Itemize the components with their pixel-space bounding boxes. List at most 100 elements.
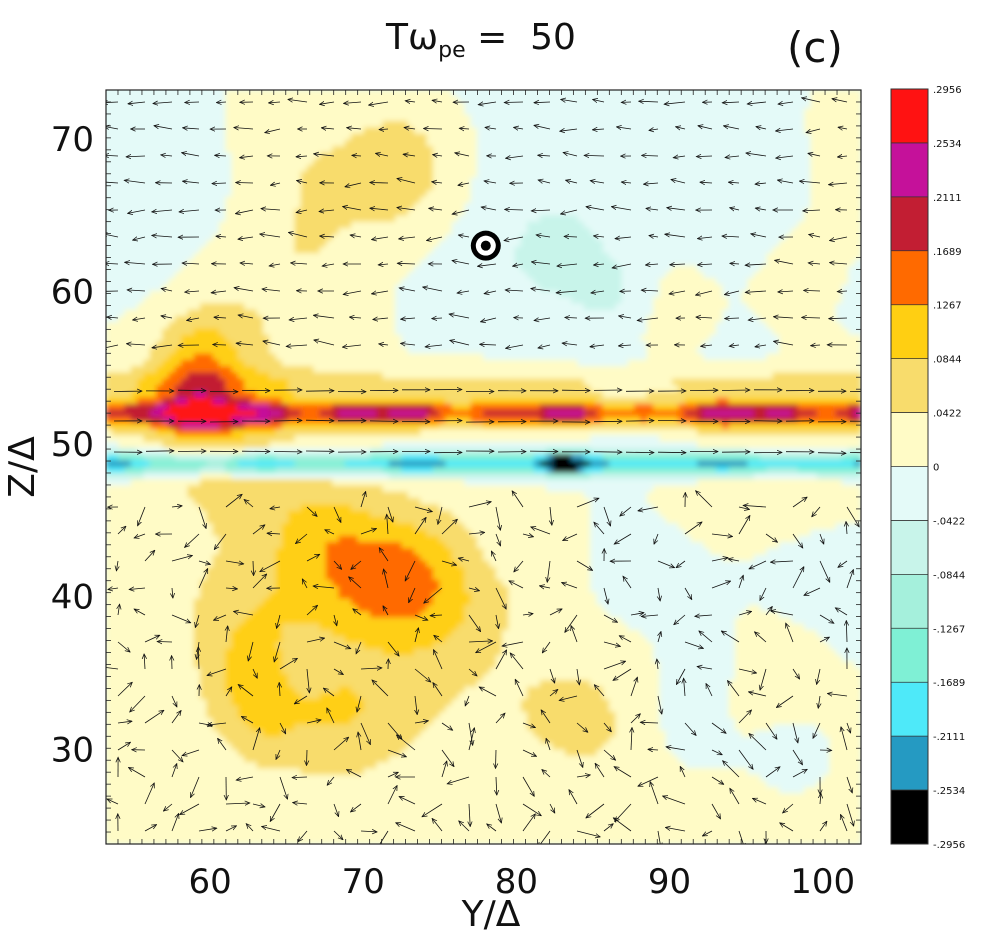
- heatmap-cell: [841, 90, 849, 97]
- heatmap-cell: [382, 328, 390, 336]
- heatmap-cell: [118, 127, 126, 135]
- heatmap-cell: [709, 102, 717, 110]
- heatmap-cell: [256, 90, 264, 97]
- heatmap-cell: [351, 209, 358, 216]
- heatmap-cell: [747, 303, 755, 311]
- heatmap-cell: [552, 278, 560, 286]
- heatmap-cell: [539, 290, 547, 298]
- heatmap-cell: [495, 177, 503, 185]
- heatmap-cell: [212, 271, 220, 279]
- heatmap-cell: [432, 177, 440, 185]
- heatmap-cell: [426, 202, 434, 210]
- heatmap-cell: [244, 190, 252, 198]
- heatmap-cell: [854, 284, 861, 292]
- heatmap-cell: [640, 108, 648, 116]
- heatmap-cell: [734, 303, 742, 311]
- heatmap-cell: [489, 139, 497, 147]
- heatmap-cell: [250, 284, 258, 292]
- heatmap-cell: [137, 90, 145, 97]
- heatmap-cell: [143, 240, 151, 248]
- heatmap-cell: [401, 271, 409, 279]
- heatmap-cell: [502, 290, 509, 298]
- heatmap-cell: [609, 102, 616, 110]
- heatmap-cell: [445, 341, 453, 348]
- heatmap-cell: [646, 315, 654, 323]
- heatmap-cell: [212, 133, 220, 141]
- heatmap-cell: [665, 303, 673, 311]
- heatmap-cell: [382, 202, 390, 210]
- heatmap-cell: [413, 271, 421, 279]
- heatmap-cell: [325, 146, 333, 154]
- heatmap-cell: [564, 133, 572, 141]
- heatmap-cell: [653, 102, 660, 110]
- heatmap-cell: [143, 309, 151, 317]
- heatmap-cell: [753, 177, 761, 185]
- heatmap-cell: [439, 253, 447, 260]
- heatmap-cell: [193, 133, 201, 141]
- heatmap-cell: [256, 315, 264, 323]
- heatmap-cell: [489, 265, 497, 273]
- heatmap-cell: [256, 95, 264, 103]
- heatmap-cell: [281, 290, 289, 298]
- heatmap-cell: [250, 315, 258, 323]
- heatmap-cell: [382, 171, 390, 179]
- heatmap-cell: [187, 139, 195, 147]
- heatmap-cell: [734, 177, 742, 185]
- heatmap-cell: [319, 90, 327, 97]
- heatmap-cell: [111, 139, 119, 147]
- heatmap-cell: [168, 114, 176, 122]
- heatmap-cell: [854, 246, 861, 254]
- heatmap-cell: [294, 139, 302, 147]
- heatmap-cell: [539, 209, 547, 216]
- heatmap-cell: [734, 90, 742, 97]
- heatmap-cell: [848, 215, 856, 223]
- heatmap-cell: [143, 290, 151, 298]
- heatmap-cell: [797, 215, 805, 223]
- heatmap-cell: [244, 347, 252, 355]
- heatmap-cell: [464, 202, 472, 210]
- heatmap-cell: [156, 234, 163, 242]
- heatmap-cell: [533, 290, 541, 298]
- heatmap-cell: [502, 215, 509, 223]
- heatmap-cell: [602, 227, 610, 235]
- heatmap-cell: [363, 297, 371, 304]
- heatmap-cell: [338, 215, 346, 223]
- heatmap-cell: [294, 322, 302, 330]
- heatmap-cell: [382, 196, 390, 204]
- heatmap-cell: [841, 127, 849, 135]
- heatmap-cell: [602, 322, 610, 330]
- heatmap-cell: [250, 90, 258, 97]
- heatmap-cell: [552, 259, 560, 267]
- heatmap-cell: [804, 290, 811, 298]
- heatmap-cell: [596, 309, 604, 317]
- heatmap-cell: [200, 227, 207, 235]
- heatmap-cell: [156, 121, 163, 128]
- heatmap-cell: [174, 246, 182, 254]
- heatmap-cell: [609, 315, 616, 323]
- heatmap-cell: [829, 271, 837, 279]
- heatmap-cell: [225, 95, 233, 103]
- heatmap-cell: [162, 315, 170, 323]
- heatmap-cell: [439, 121, 447, 128]
- heatmap-cell: [288, 322, 296, 330]
- heatmap-cell: [747, 190, 755, 198]
- heatmap-cell: [539, 284, 547, 292]
- heatmap-cell: [715, 95, 723, 103]
- heatmap-cell: [244, 259, 252, 267]
- heatmap-cell: [785, 246, 793, 254]
- heatmap-cell: [143, 246, 151, 254]
- heatmap-cell: [690, 146, 698, 154]
- heatmap-cell: [106, 347, 113, 355]
- heatmap-cell: [156, 202, 163, 210]
- heatmap-cell: [225, 108, 233, 116]
- heatmap-cell: [439, 133, 447, 141]
- heatmap-cell: [200, 240, 207, 248]
- heatmap-cell: [269, 341, 277, 348]
- heatmap-cell: [520, 133, 528, 141]
- heatmap-cell: [338, 133, 346, 141]
- heatmap-cell: [130, 265, 138, 273]
- heatmap-cell: [728, 183, 736, 191]
- heatmap-cell: [829, 202, 837, 210]
- heatmap-cell: [539, 152, 547, 160]
- heatmap-cell: [722, 152, 730, 160]
